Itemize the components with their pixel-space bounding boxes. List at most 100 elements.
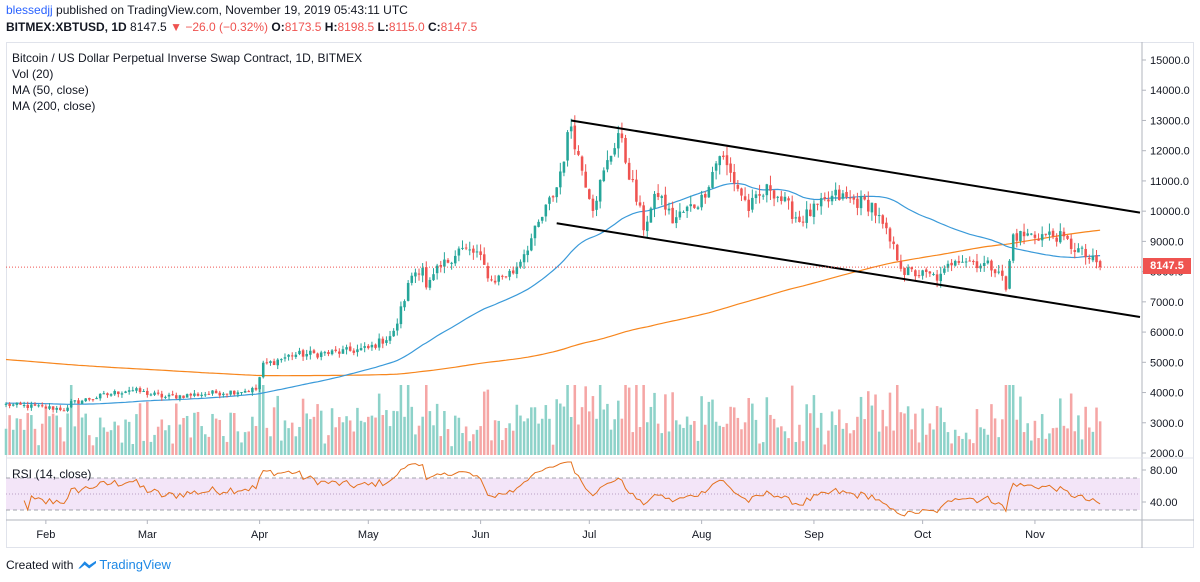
volume-bar: [685, 416, 689, 455]
volume-bar: [754, 419, 758, 455]
volume-bar: [196, 411, 200, 455]
volume-bar: [885, 426, 888, 455]
volume-bar: [102, 427, 106, 455]
candle-body: [787, 198, 790, 201]
candle-body: [287, 354, 290, 357]
candle-body: [377, 338, 381, 348]
candle-body: [490, 279, 493, 281]
candle-body: [265, 362, 269, 364]
volume-bar: [863, 419, 866, 455]
volume-bar: [319, 410, 323, 455]
volume-bar: [910, 429, 914, 455]
volume-bar: [294, 436, 298, 455]
ma200-legend[interactable]: MA (200, close): [12, 99, 96, 113]
volume-bar: [1044, 438, 1048, 455]
volume-bar: [982, 428, 986, 455]
candle-body: [700, 194, 703, 208]
candle-body: [1062, 231, 1066, 237]
candle-body: [421, 267, 424, 276]
candle-body: [834, 189, 837, 196]
candle-body: [232, 390, 236, 395]
volume-bar: [1001, 419, 1004, 455]
volume-bar: [84, 413, 87, 455]
volume-bar: [924, 434, 928, 455]
candle-body: [591, 198, 595, 211]
volume-bar: [482, 391, 486, 455]
vol-legend[interactable]: Vol (20): [12, 67, 54, 81]
volume-bar: [613, 419, 616, 455]
volume-bar: [1004, 385, 1008, 455]
candle-body: [859, 196, 863, 209]
candle-body: [450, 262, 453, 264]
candle-body: [113, 390, 116, 395]
candle-body: [830, 195, 834, 202]
candle-body: [910, 267, 914, 270]
candle-body: [798, 216, 801, 223]
volume-bar: [892, 430, 895, 455]
candle-body: [222, 393, 225, 396]
volume-bar: [1073, 431, 1077, 455]
low-value: 8115.0: [388, 20, 425, 34]
candle-body: [214, 390, 218, 394]
price-tick-label: 2000.0: [1150, 448, 1184, 460]
ma50-legend[interactable]: MA (50, close): [12, 83, 89, 97]
candle-body: [305, 353, 308, 357]
volume-bar: [475, 429, 479, 455]
volume-bar: [91, 445, 95, 455]
candle-body: [504, 276, 508, 278]
candle-body: [435, 265, 439, 274]
volume-bar: [258, 385, 261, 455]
candle-body: [468, 249, 472, 251]
volume-bar: [653, 392, 656, 455]
volume-bar: [120, 442, 124, 455]
volume-bar: [406, 385, 410, 455]
volume-bar: [323, 443, 327, 455]
candle-body: [874, 203, 877, 216]
candle-body: [573, 125, 577, 150]
candle-body: [979, 265, 982, 269]
candle-body: [276, 359, 279, 366]
volume-bar: [801, 441, 805, 455]
volume-bar: [247, 431, 251, 455]
candle-body: [40, 405, 44, 407]
volume-bar: [44, 408, 48, 455]
candle-body: [943, 268, 946, 273]
candle-body: [312, 350, 316, 353]
candle-body: [656, 193, 660, 197]
price-tick-label: 3000.0: [1150, 418, 1184, 430]
volume-bar: [403, 416, 406, 455]
volume-bar: [385, 410, 388, 455]
candle-body: [146, 390, 149, 395]
volume-bar: [805, 404, 808, 455]
candle-body: [138, 388, 142, 392]
price-tick-label: 9000.0: [1150, 236, 1184, 248]
volume-bar: [718, 425, 721, 455]
candle-body: [646, 221, 649, 232]
volume-bar: [232, 413, 236, 455]
volume-bar: [519, 415, 522, 455]
candle-body: [674, 217, 678, 224]
candle-body: [352, 350, 356, 353]
volume-bar: [8, 415, 11, 455]
volume-bar: [993, 418, 997, 455]
volume-bar: [109, 430, 113, 455]
candle-body: [37, 405, 40, 407]
volume-bar: [269, 436, 272, 455]
rsi-legend[interactable]: RSI (14, close): [12, 467, 92, 481]
candle-body: [66, 407, 69, 411]
candle-body: [819, 198, 823, 207]
volume-bar: [446, 429, 450, 455]
volume-bar: [66, 413, 69, 455]
candle-body: [399, 306, 403, 325]
candle-body: [653, 193, 656, 209]
candle-body: [711, 171, 714, 188]
volume-bar: [450, 446, 453, 455]
volume-bar: [254, 425, 258, 455]
candle-body: [1098, 261, 1102, 268]
volume-bar: [747, 398, 750, 455]
volume-bar: [957, 436, 961, 455]
author-link[interactable]: blessedjj: [6, 3, 53, 17]
tradingview-brand[interactable]: TradingView: [99, 557, 171, 572]
volume-bar: [660, 433, 664, 455]
